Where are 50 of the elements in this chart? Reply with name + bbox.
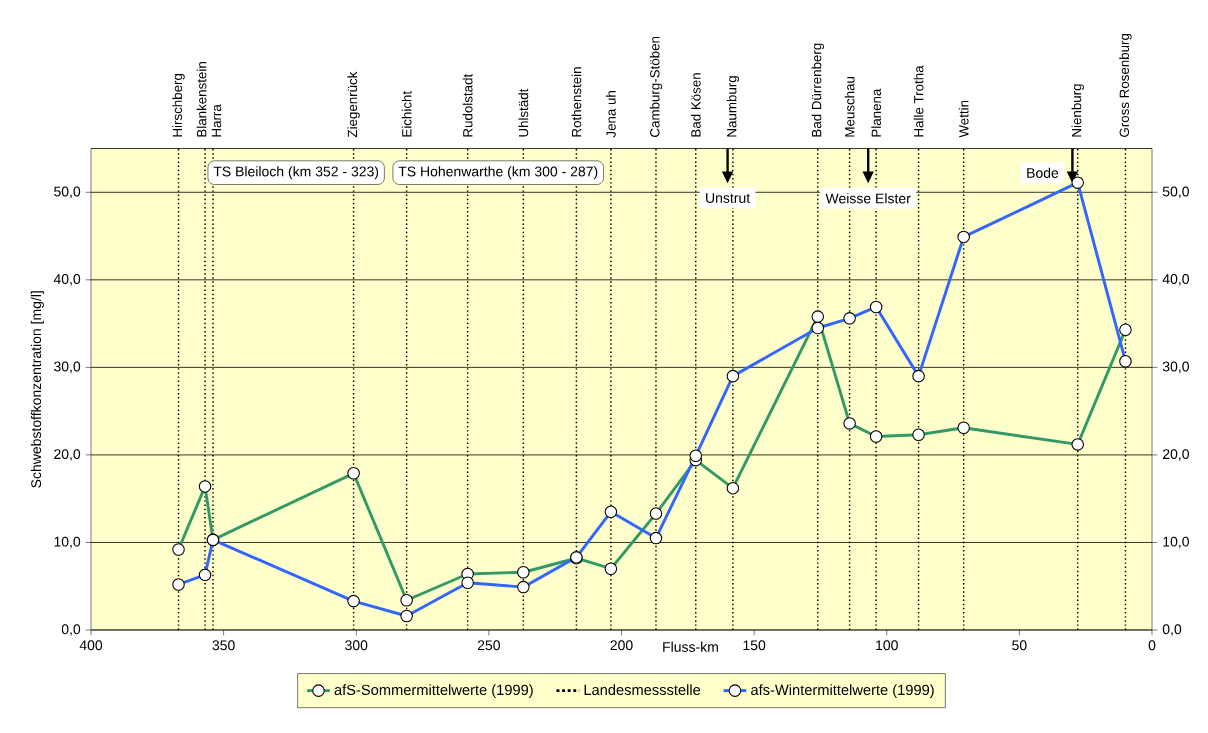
y-tick-label: 0,0	[61, 624, 81, 636]
y-tick-label: 30,0	[54, 361, 81, 374]
x-tick-label: 350	[212, 640, 235, 651]
x-tick-label: 400	[79, 640, 103, 651]
ref-line-label: Uhlstädt	[518, 88, 529, 137]
ref-line-label: Eichicht	[401, 90, 412, 137]
x-tick-label: 50	[1012, 640, 1027, 651]
ref-line-label: Camburg-Stöben	[649, 36, 663, 137]
y-tick-label: 50,0	[54, 186, 81, 199]
text: Landesmessstelle	[584, 684, 701, 696]
ref-line-label: Ziegenrück	[347, 71, 360, 138]
y2-tick-label: 0,0	[1162, 624, 1182, 636]
annotation: Weisse Elster	[825, 193, 911, 204]
y2-tick-label: 30,0	[1162, 361, 1189, 374]
y2-tick-label: 50,0	[1162, 186, 1189, 199]
ref-line-label: Naumburg	[726, 76, 740, 137]
y-tick-label: 20,0	[54, 449, 81, 461]
ref-line-label: Wettin	[958, 100, 969, 138]
annotation: TS Bleiloch (km 352 - 323)	[213, 166, 379, 180]
x-tick-label: 0	[1148, 640, 1156, 651]
ref-line-label: Meuschau	[844, 76, 855, 137]
annotation: Unstrut	[706, 193, 751, 203]
y2-tick-label: 20,0	[1162, 449, 1189, 461]
ref-line-label: Planena	[871, 88, 882, 137]
x-axis-title: Fluss-km	[663, 641, 718, 652]
ref-line-label: Rothenstein	[571, 67, 582, 137]
x-tick-label: 100	[876, 640, 898, 651]
ref-line-label: Harra	[211, 104, 222, 137]
ref-line-label: Bad Dürrenberg	[811, 43, 824, 137]
x-tick-label: 300	[345, 640, 368, 651]
x-tick-label: 250	[477, 640, 500, 651]
x-tick-label: 200	[610, 640, 633, 651]
y-tick-label: 10,0	[54, 536, 81, 549]
ref-line-label: Rudolstadt	[462, 73, 473, 137]
annotation: Bode	[1027, 167, 1059, 178]
ref-line-label: Bad Kösen	[690, 73, 701, 137]
y-tick-label: 40,0	[53, 274, 81, 286]
ref-line-label: Blankenstein	[196, 62, 207, 137]
legend-label: afs-Wintermittelwerte (1999)	[751, 684, 934, 698]
ref-line-label: Gross Rosenburg	[1119, 33, 1132, 137]
ref-line-label: Hirschberg	[172, 73, 185, 137]
ref-line-label: Halle Trotha	[913, 65, 924, 137]
x-tick-label: 150	[743, 640, 766, 651]
y2-tick-label: 40,0	[1162, 274, 1189, 286]
y2-tick-label: 10,0	[1163, 536, 1189, 549]
ref-line-label: Nienburg	[1071, 84, 1084, 137]
ref-line-label: Jena uh	[605, 91, 616, 138]
annotation: TS Hohenwarthe (km 300 - 287)	[398, 166, 598, 180]
y-axis-title: Schwebstoffkonzentration [mg/l]	[30, 291, 44, 488]
legend-label: afS-Sommermittelwerte (1999)	[334, 684, 533, 698]
